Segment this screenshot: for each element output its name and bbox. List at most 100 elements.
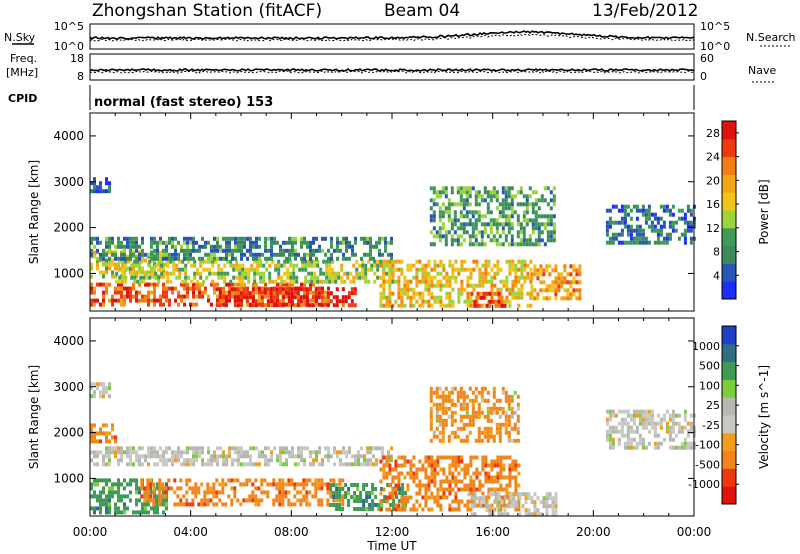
data-cell: [254, 478, 258, 483]
data-cell: [252, 290, 255, 295]
data-cell: [638, 421, 642, 426]
data-cell: [327, 458, 330, 463]
data-cell: [427, 299, 431, 304]
data-cell: [483, 386, 487, 391]
data-cell: [501, 210, 505, 215]
data-cell: [334, 279, 338, 284]
data-cell: [311, 482, 315, 487]
data-cell: [397, 475, 401, 480]
data-cell: [147, 270, 150, 275]
data-cell: [451, 499, 455, 504]
data-cell: [240, 286, 243, 291]
data-cell: [438, 430, 442, 435]
data-region: [379, 455, 521, 512]
data-cell: [272, 295, 276, 300]
data-cell: [299, 502, 303, 507]
data-cell: [397, 303, 401, 308]
data-cell: [93, 490, 96, 495]
data-cell: [141, 240, 144, 245]
data-cell: [102, 431, 105, 436]
data-cell: [454, 463, 458, 468]
data-cell: [183, 236, 186, 241]
data-cell: [501, 242, 505, 247]
data-cell: [288, 256, 291, 261]
data-cell: [180, 244, 183, 249]
data-cell: [683, 220, 687, 225]
data-cell: [689, 208, 693, 213]
data-cell: [477, 410, 481, 415]
data-cell: [505, 487, 509, 492]
data-cell: [334, 275, 338, 280]
data-cell: [333, 248, 336, 253]
data-cell: [327, 446, 330, 451]
data-cell: [490, 279, 494, 284]
data-cell: [372, 244, 375, 249]
data-cell: [478, 483, 482, 488]
data-cell: [253, 271, 257, 276]
data-cell: [505, 491, 509, 496]
data-cell: [671, 445, 675, 450]
data-cell: [153, 266, 156, 271]
data-cell: [175, 267, 179, 272]
data-cell: [620, 220, 624, 225]
data-cell: [501, 222, 505, 227]
data-cell: [102, 252, 105, 257]
data-cell: [492, 402, 496, 407]
data-cell: [320, 498, 324, 503]
data-cell: [99, 189, 102, 194]
data-cell: [429, 406, 433, 411]
data-cell: [441, 430, 445, 435]
data-cell: [329, 483, 333, 487]
data-cell: [102, 294, 105, 299]
data-cell: [671, 204, 675, 209]
data-cell: [400, 463, 404, 468]
data-cell: [141, 270, 144, 275]
data-cell: [126, 244, 129, 249]
data-cell: [549, 214, 553, 219]
data-cell: [210, 282, 213, 287]
data-cell: [509, 492, 513, 497]
data-cell: [225, 458, 228, 463]
colorbar-tick-label: -25: [702, 419, 720, 432]
data-cell: [255, 240, 258, 245]
data-cell: [430, 283, 434, 288]
data-cell: [484, 279, 488, 284]
data-cell: [510, 206, 514, 211]
data-cell: [385, 295, 389, 300]
data-cell: [93, 435, 96, 440]
data-cell: [105, 181, 108, 186]
data-cell: [373, 263, 377, 268]
data-cell: [90, 248, 93, 253]
data-cell: [171, 290, 174, 295]
data-cell: [527, 492, 531, 497]
data-cell: [427, 459, 431, 464]
data-cell: [202, 267, 206, 272]
data-cell: [448, 291, 452, 296]
data-cell: [498, 242, 502, 247]
data-cell: [105, 454, 108, 459]
data-cell: [391, 479, 395, 484]
data-cell: [473, 496, 477, 501]
data-cell: [165, 240, 168, 245]
data-cell: [246, 236, 249, 241]
data-cell: [153, 254, 156, 259]
data-cell: [173, 478, 177, 483]
data-cell: [388, 295, 392, 300]
data-cell: [511, 475, 515, 480]
data-cell: [373, 259, 377, 264]
data-cell: [512, 500, 516, 505]
data-cell: [549, 234, 553, 239]
data-cell: [554, 500, 558, 505]
nsky-label: N.Sky: [4, 31, 36, 44]
data-cell: [551, 496, 555, 501]
data-cell: [156, 282, 159, 287]
data-cell: [236, 498, 240, 503]
data-cell: [251, 303, 255, 308]
data-cell: [281, 490, 285, 495]
data-cell: [174, 450, 177, 455]
data-cell: [250, 263, 254, 268]
data-cell: [300, 236, 303, 241]
data-cell: [462, 202, 466, 207]
data-cell: [438, 238, 442, 243]
data-cell: [531, 242, 535, 247]
